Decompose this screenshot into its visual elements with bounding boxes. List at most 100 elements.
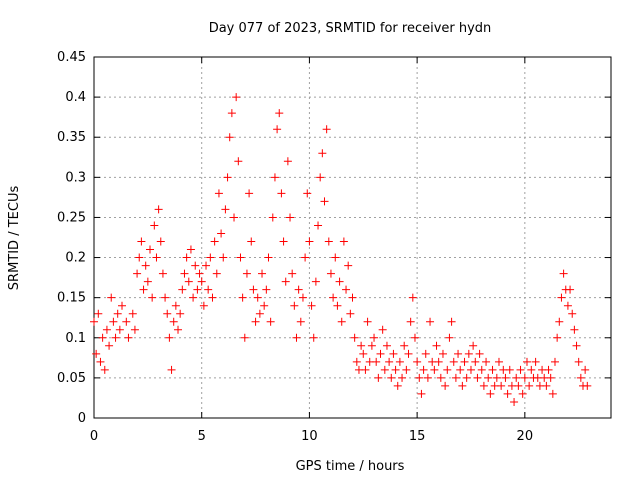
data-point bbox=[223, 173, 232, 182]
data-point bbox=[398, 373, 407, 382]
data-point bbox=[107, 293, 116, 302]
data-point bbox=[370, 333, 379, 342]
data-point bbox=[572, 341, 581, 350]
data-point bbox=[247, 237, 256, 246]
data-point bbox=[288, 269, 297, 278]
data-point bbox=[283, 157, 292, 166]
data-point bbox=[378, 325, 387, 334]
data-point bbox=[352, 357, 361, 366]
data-points bbox=[90, 93, 592, 406]
data-point bbox=[174, 325, 183, 334]
plot-frame bbox=[93, 56, 612, 419]
data-point bbox=[570, 325, 579, 334]
data-point bbox=[322, 125, 331, 134]
data-point bbox=[326, 269, 335, 278]
data-point bbox=[372, 357, 381, 366]
data-point bbox=[260, 301, 269, 310]
data-point bbox=[520, 373, 529, 382]
data-point bbox=[171, 301, 180, 310]
data-point bbox=[199, 301, 208, 310]
x-tick-label: 0 bbox=[90, 429, 98, 444]
data-point bbox=[94, 309, 103, 318]
data-point bbox=[363, 317, 372, 326]
data-point bbox=[525, 381, 534, 390]
data-point bbox=[408, 293, 417, 302]
data-point bbox=[158, 269, 167, 278]
data-point bbox=[426, 317, 435, 326]
data-point bbox=[193, 285, 202, 294]
data-point bbox=[163, 309, 172, 318]
data-point bbox=[275, 109, 284, 118]
data-point bbox=[255, 309, 264, 318]
data-point bbox=[421, 349, 430, 358]
data-point bbox=[178, 285, 187, 294]
data-point bbox=[583, 381, 592, 390]
data-point bbox=[128, 309, 137, 318]
data-point bbox=[479, 381, 488, 390]
data-point bbox=[122, 317, 131, 326]
data-point bbox=[165, 333, 174, 342]
data-point bbox=[553, 333, 562, 342]
data-point bbox=[503, 389, 512, 398]
data-point bbox=[566, 285, 575, 294]
data-point bbox=[100, 365, 109, 374]
data-point bbox=[96, 357, 105, 366]
data-point bbox=[98, 333, 107, 342]
data-point bbox=[137, 237, 146, 246]
data-point bbox=[385, 357, 394, 366]
data-point bbox=[264, 253, 273, 262]
data-point bbox=[404, 349, 413, 358]
data-point bbox=[430, 365, 439, 374]
data-point bbox=[202, 261, 211, 270]
data-point bbox=[542, 381, 551, 390]
data-point bbox=[335, 277, 344, 286]
data-point bbox=[505, 365, 514, 374]
data-point bbox=[337, 317, 346, 326]
data-point bbox=[281, 277, 290, 286]
data-point bbox=[406, 317, 415, 326]
data-point bbox=[262, 285, 271, 294]
data-point bbox=[169, 317, 178, 326]
data-point bbox=[221, 205, 230, 214]
data-point bbox=[475, 349, 484, 358]
data-point bbox=[466, 365, 475, 374]
data-point bbox=[346, 309, 355, 318]
data-point bbox=[143, 277, 152, 286]
data-point bbox=[249, 285, 258, 294]
data-point bbox=[348, 293, 357, 302]
y-tick-label: 0.2 bbox=[65, 251, 86, 266]
data-point bbox=[105, 341, 114, 350]
data-point bbox=[245, 189, 254, 198]
data-point bbox=[484, 373, 493, 382]
data-point bbox=[102, 325, 111, 334]
data-point bbox=[180, 269, 189, 278]
data-point bbox=[146, 245, 155, 254]
data-point bbox=[387, 373, 396, 382]
data-point bbox=[486, 389, 495, 398]
data-point bbox=[462, 373, 471, 382]
data-point bbox=[210, 237, 219, 246]
y-tick-label: 0.25 bbox=[57, 210, 86, 225]
data-point bbox=[139, 285, 148, 294]
data-point bbox=[90, 317, 98, 326]
data-point bbox=[559, 269, 568, 278]
data-point bbox=[277, 189, 286, 198]
data-point bbox=[445, 333, 454, 342]
data-point bbox=[316, 173, 325, 182]
y-tick-label: 0 bbox=[78, 411, 86, 426]
data-point bbox=[115, 325, 124, 334]
data-point bbox=[488, 365, 497, 374]
data-point bbox=[130, 325, 139, 334]
data-point bbox=[189, 293, 198, 302]
data-point bbox=[182, 253, 191, 262]
data-point bbox=[217, 229, 226, 238]
data-point bbox=[434, 357, 443, 366]
data-point bbox=[318, 149, 327, 158]
data-point bbox=[253, 293, 262, 302]
data-point bbox=[432, 341, 441, 350]
data-point bbox=[309, 333, 318, 342]
data-point bbox=[240, 333, 249, 342]
data-point bbox=[359, 349, 368, 358]
data-point bbox=[324, 237, 333, 246]
data-point bbox=[242, 269, 251, 278]
